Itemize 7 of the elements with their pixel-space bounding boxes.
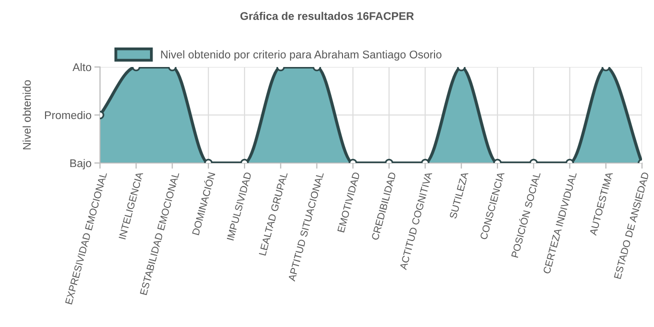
category-label: Promedio (45, 110, 92, 120)
category-label: Alto (72, 62, 92, 72)
x-tick-label: LEALTAD GRUPAL (258, 172, 288, 256)
legend-label: Nivel obtenido por criterio para Abraham Santiago Osorio (161, 50, 442, 61)
y-axis-title: Nivel obtenido (22, 80, 31, 150)
category-label: Bajo (70, 158, 92, 170)
chart-title: Gráfica de resultados 16FACPER (240, 12, 414, 20)
